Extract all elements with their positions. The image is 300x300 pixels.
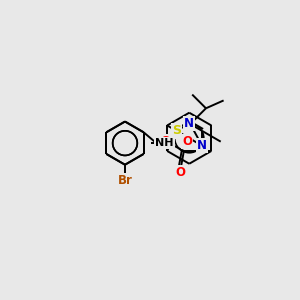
Text: O: O bbox=[182, 135, 192, 148]
Text: O: O bbox=[161, 135, 171, 148]
Text: Br: Br bbox=[118, 174, 132, 187]
Text: O: O bbox=[175, 166, 185, 179]
Text: S: S bbox=[172, 124, 181, 137]
Text: N: N bbox=[197, 139, 207, 152]
Text: N: N bbox=[184, 117, 194, 130]
Text: NH: NH bbox=[155, 138, 173, 148]
